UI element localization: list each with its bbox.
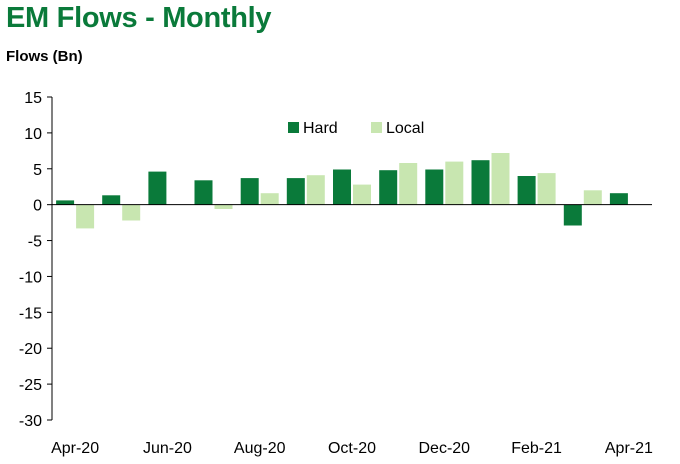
bar-local-nov-20 [399,163,418,205]
bar-hard-aug-20 [240,178,259,205]
bar-hard-sep-20 [286,178,305,205]
bar-local-apr-20 [76,204,95,229]
bar-local-sep-20 [306,175,325,205]
x-tick-label: Jun-20 [143,440,192,457]
x-tick-label: Dec-20 [419,440,471,457]
y-tick-label: -20 [19,341,42,358]
legend-swatch-local [371,122,382,133]
y-tick-label: -30 [19,413,42,430]
bar-hard-apr-21 [609,193,628,205]
bar-local-dec-20 [445,161,464,205]
y-axis-label: Flows (Bn) [6,48,83,65]
x-tick-label: Feb-21 [511,440,562,457]
y-tick-label: -15 [19,305,42,322]
bar-local-may-20 [122,204,141,221]
y-tick-label: -5 [28,234,42,251]
bar-hard-nov-20 [379,170,398,205]
y-tick-label: 10 [24,126,42,143]
y-tick-label: 0 [33,198,42,215]
legend-label-hard: Hard [303,120,338,137]
y-tick-label: 5 [33,162,42,179]
x-tick-label: Oct-20 [328,440,376,457]
bar-hard-apr-20 [56,200,75,205]
bar-local-jan-21 [491,153,510,205]
bar-hard-jan-21 [471,160,490,205]
legend-label-local: Local [386,120,424,137]
bar-hard-may-20 [102,195,121,205]
bar-hard-oct-20 [333,169,351,205]
bar-hard-jul-20 [194,180,213,205]
x-tick-label: Aug-20 [234,440,286,457]
bar-hard-mar-21 [563,204,582,226]
bar-hard-jun-20 [148,171,167,205]
x-tick-label: Apr-20 [51,440,99,457]
bar-local-oct-20 [353,184,371,205]
bar-local-aug-20 [260,193,279,205]
y-tick-label: -10 [19,269,42,286]
x-tick-label: Apr-21 [605,440,653,457]
chart-title: EM Flows - Monthly [6,2,272,34]
bar-local-jul-20 [214,204,233,209]
bar-local-feb-21 [537,173,556,205]
bar-hard-dec-20 [425,169,444,205]
y-tick-label: 15 [24,90,42,107]
bar-local-mar-21 [583,190,602,205]
bar-hard-feb-21 [517,176,536,205]
y-tick-label: -25 [19,377,42,394]
legend-swatch-hard [288,122,299,133]
